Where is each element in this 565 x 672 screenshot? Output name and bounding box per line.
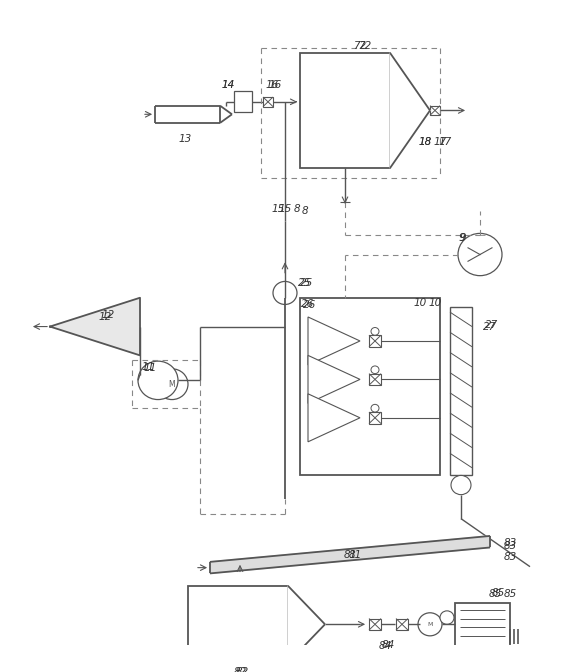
Circle shape bbox=[371, 366, 379, 374]
Text: 84: 84 bbox=[379, 641, 392, 651]
Text: M: M bbox=[427, 622, 433, 627]
Bar bbox=[188, 586, 288, 663]
Text: 81: 81 bbox=[344, 550, 357, 560]
Text: 15: 15 bbox=[271, 204, 285, 214]
Text: 16: 16 bbox=[268, 79, 281, 89]
Text: 13: 13 bbox=[179, 134, 192, 144]
Text: 84: 84 bbox=[381, 640, 394, 650]
Polygon shape bbox=[308, 394, 360, 442]
Text: M: M bbox=[169, 380, 175, 388]
Text: 27: 27 bbox=[484, 322, 497, 331]
Text: 85: 85 bbox=[492, 587, 505, 597]
Text: 17: 17 bbox=[433, 137, 446, 147]
Bar bbox=[430, 106, 440, 116]
Bar bbox=[300, 298, 440, 475]
Bar bbox=[300, 53, 390, 168]
Text: 12: 12 bbox=[101, 310, 115, 320]
Text: 72: 72 bbox=[353, 41, 367, 51]
Bar bbox=[369, 335, 381, 347]
Text: 10: 10 bbox=[414, 298, 427, 308]
Bar bbox=[396, 618, 408, 630]
Bar bbox=[234, 91, 252, 112]
Text: 8: 8 bbox=[302, 206, 308, 216]
Text: 18: 18 bbox=[418, 137, 432, 147]
Bar bbox=[455, 603, 510, 649]
Text: 12: 12 bbox=[98, 312, 112, 322]
Bar bbox=[450, 307, 472, 475]
Text: 9: 9 bbox=[460, 233, 466, 243]
Bar bbox=[369, 412, 381, 423]
Polygon shape bbox=[288, 586, 325, 663]
Polygon shape bbox=[155, 106, 220, 123]
Circle shape bbox=[451, 475, 471, 495]
Text: 8: 8 bbox=[294, 204, 301, 214]
Text: 14: 14 bbox=[221, 79, 234, 89]
Polygon shape bbox=[390, 53, 430, 168]
Circle shape bbox=[138, 361, 178, 400]
Text: 10: 10 bbox=[428, 298, 442, 308]
Text: 82: 82 bbox=[233, 667, 247, 672]
Circle shape bbox=[458, 233, 502, 276]
Bar bbox=[369, 618, 381, 630]
Polygon shape bbox=[308, 355, 360, 403]
Circle shape bbox=[440, 611, 454, 624]
Polygon shape bbox=[308, 317, 360, 365]
Text: 82: 82 bbox=[236, 667, 249, 672]
Text: 27: 27 bbox=[485, 320, 499, 330]
Text: 15: 15 bbox=[279, 204, 292, 214]
Text: 81: 81 bbox=[349, 550, 362, 560]
Bar bbox=[263, 97, 273, 107]
Text: 14: 14 bbox=[221, 79, 234, 89]
Circle shape bbox=[156, 369, 188, 400]
Text: 16: 16 bbox=[266, 79, 279, 89]
Polygon shape bbox=[210, 536, 490, 573]
Text: 85: 85 bbox=[488, 589, 502, 599]
Bar bbox=[369, 374, 381, 385]
Text: 11: 11 bbox=[144, 363, 157, 373]
Text: 18: 18 bbox=[418, 137, 432, 147]
Circle shape bbox=[371, 327, 379, 335]
Circle shape bbox=[418, 613, 442, 636]
Text: 17: 17 bbox=[438, 137, 451, 147]
Text: 26: 26 bbox=[301, 298, 315, 308]
Text: 72: 72 bbox=[358, 41, 372, 51]
Circle shape bbox=[273, 282, 297, 304]
Text: 9: 9 bbox=[459, 233, 466, 243]
Text: 83: 83 bbox=[503, 540, 516, 550]
Text: 85: 85 bbox=[503, 589, 516, 599]
Text: 25: 25 bbox=[301, 278, 314, 288]
Text: 25: 25 bbox=[298, 278, 312, 288]
Text: 26: 26 bbox=[303, 300, 316, 310]
Text: 11: 11 bbox=[141, 362, 155, 372]
Text: 83: 83 bbox=[503, 538, 516, 548]
Text: 83: 83 bbox=[503, 552, 516, 562]
Polygon shape bbox=[50, 298, 140, 355]
Circle shape bbox=[371, 405, 379, 412]
